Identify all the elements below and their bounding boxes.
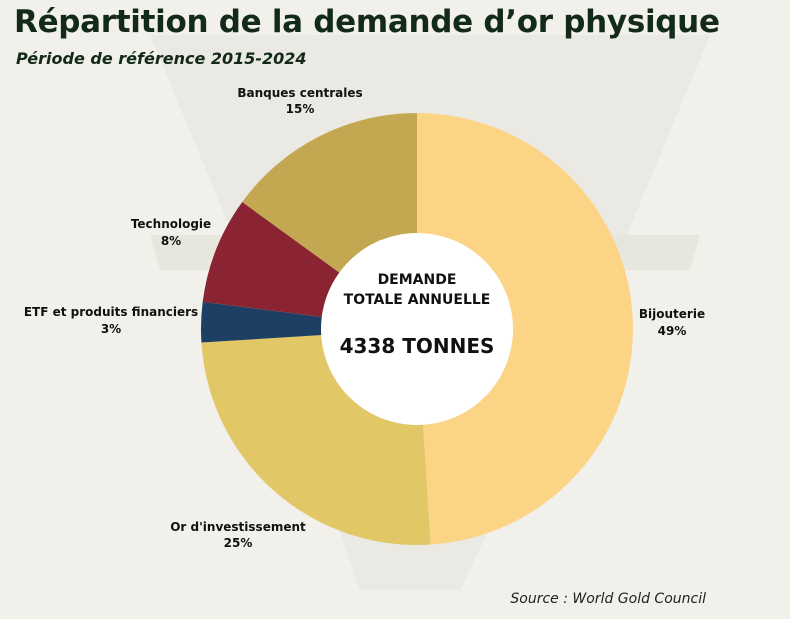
chart-subtitle: Période de référence 2015-2024 <box>16 49 307 68</box>
center-total: 4338 TONNES <box>340 334 495 358</box>
label-banques-centrales: Banques centrales <box>237 86 362 100</box>
value-or-d-investissement: 25% <box>224 536 253 550</box>
value-etf-et-produits-financiers: 3% <box>101 322 121 336</box>
value-technologie: 8% <box>161 234 181 248</box>
label-bijouterie: Bijouterie <box>639 307 705 321</box>
center-line1: DEMANDE <box>378 272 457 288</box>
value-banques-centrales: 15% <box>286 102 315 116</box>
chart-title: Répartition de la demande d’or physique <box>14 4 720 40</box>
label-or-d-investissement: Or d'investissement <box>170 520 306 534</box>
label-technologie: Technologie <box>131 217 211 231</box>
slice-bijouterie <box>417 113 633 545</box>
center-line2: TOTALE ANNUELLE <box>344 292 491 308</box>
value-bijouterie: 49% <box>658 324 687 338</box>
label-etf-et-produits-financiers: ETF et produits financiers <box>24 305 198 319</box>
slice-etf-et-produits-financiers <box>201 301 417 343</box>
donut-center <box>321 233 513 425</box>
slice-labels: Bijouterie 49% Or d'investissement 25% ETF e… <box>24 86 705 550</box>
source-note: Source : World Gold Council <box>510 591 706 607</box>
